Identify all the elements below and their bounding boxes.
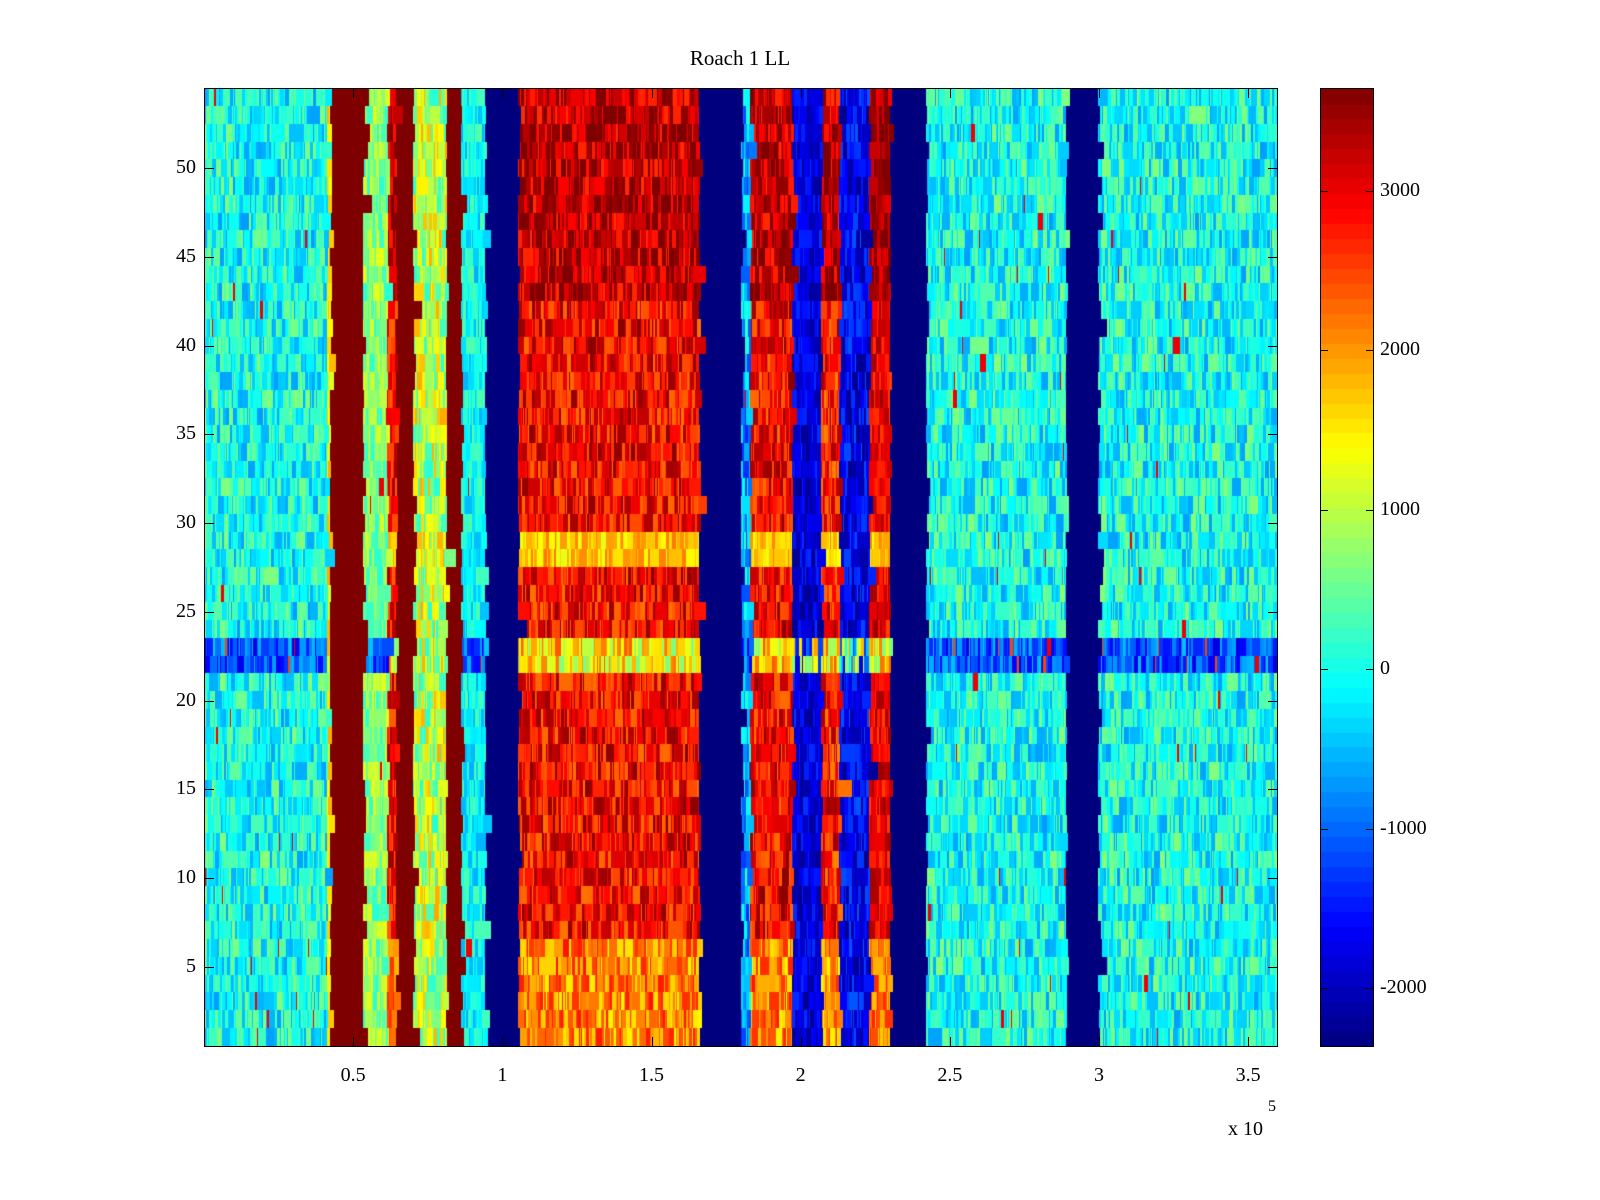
colorbar-tick-label: 3000 [1380,178,1420,201]
chart-title: Roach 1 LL [689,46,791,70]
y-tick-mark [1268,967,1278,969]
colorbar-gradient [1321,89,1373,1046]
colorbar-tick-mark [1366,669,1374,671]
colorbar-tick-mark [1320,190,1328,192]
y-tick-mark [204,167,214,169]
x-tick-label: 1 [497,1064,508,1086]
x-tick-mark [353,88,355,98]
heatmap-plot-area [204,88,1278,1047]
y-tick-mark [204,967,214,969]
x-tick-label: 0.5 [340,1064,366,1086]
colorbar-tick-label: -1000 [1380,816,1427,839]
x-tick-mark [353,1037,355,1047]
x-tick-mark [502,1037,504,1047]
colorbar-tick-mark [1366,828,1374,830]
colorbar-tick-label: 1000 [1380,497,1420,520]
y-tick-label: 15 [176,777,196,800]
x-tick-label: 2.5 [937,1064,963,1086]
y-tick-mark [1268,789,1278,791]
x-tick-label: 3 [1094,1064,1104,1086]
x-tick-label: 2 [795,1064,806,1086]
y-tick-mark [204,878,214,880]
y-tick-label: 35 [176,422,196,445]
colorbar-tick-mark [1320,509,1328,511]
colorbar-tick-mark [1366,350,1374,352]
x-tick-mark [1248,1037,1250,1047]
y-tick-mark [204,434,214,436]
colorbar-tick-mark [1366,988,1374,990]
y-tick-label: 20 [176,688,196,711]
y-tick-mark [1268,167,1278,169]
y-tick-label: 25 [176,599,196,622]
colorbar-tick-mark [1320,828,1328,830]
colorbar-tick-mark [1320,988,1328,990]
colorbar-tick-label: -2000 [1380,976,1427,999]
y-tick-mark [204,523,214,525]
colorbar [1320,88,1374,1047]
x-tick-mark [800,88,802,98]
heatmap-cells [205,89,1277,1046]
x-tick-label: 3.5 [1235,1064,1261,1086]
y-tick-label: 45 [176,244,196,267]
y-tick-mark [204,611,214,613]
x-axis-multiplier: x 10 5 [1228,1098,1276,1141]
x-tick-mark [651,1037,653,1047]
x-multiplier-base: x 10 [1228,1118,1263,1140]
y-tick-mark [204,256,214,258]
y-tick-label: 10 [176,866,196,889]
y-tick-label: 30 [176,511,196,534]
x-tick-mark [949,1037,951,1047]
y-tick-mark [204,789,214,791]
y-tick-label: 40 [176,333,196,356]
x-tick-mark [949,88,951,98]
y-tick-mark [1268,345,1278,347]
y-tick-label: 5 [186,955,196,978]
y-tick-mark [1268,700,1278,702]
y-tick-mark [1268,878,1278,880]
colorbar-tick-mark [1320,669,1328,671]
y-tick-mark [1268,434,1278,436]
colorbar-tick-mark [1366,190,1374,192]
y-tick-mark [204,345,214,347]
y-tick-label: 50 [176,155,196,178]
x-multiplier-exponent: 5 [1268,1098,1276,1115]
y-tick-mark [1268,611,1278,613]
y-tick-mark [1268,256,1278,258]
colorbar-tick-mark [1320,350,1328,352]
x-tick-mark [651,88,653,98]
x-tick-label: 1.5 [639,1064,664,1086]
colorbar-tick-mark [1366,509,1374,511]
colorbar-tick-label: 0 [1380,657,1390,680]
y-tick-mark [204,700,214,702]
x-tick-mark [502,88,504,98]
x-tick-mark [1099,88,1100,98]
y-tick-mark [1268,523,1278,525]
x-tick-mark [1248,88,1250,98]
colorbar-tick-label: 2000 [1380,338,1420,361]
x-tick-mark [800,1037,802,1047]
x-tick-mark [1099,1037,1100,1047]
